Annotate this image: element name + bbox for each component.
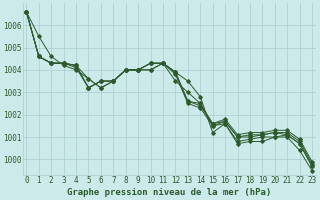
X-axis label: Graphe pression niveau de la mer (hPa): Graphe pression niveau de la mer (hPa) bbox=[67, 188, 271, 197]
